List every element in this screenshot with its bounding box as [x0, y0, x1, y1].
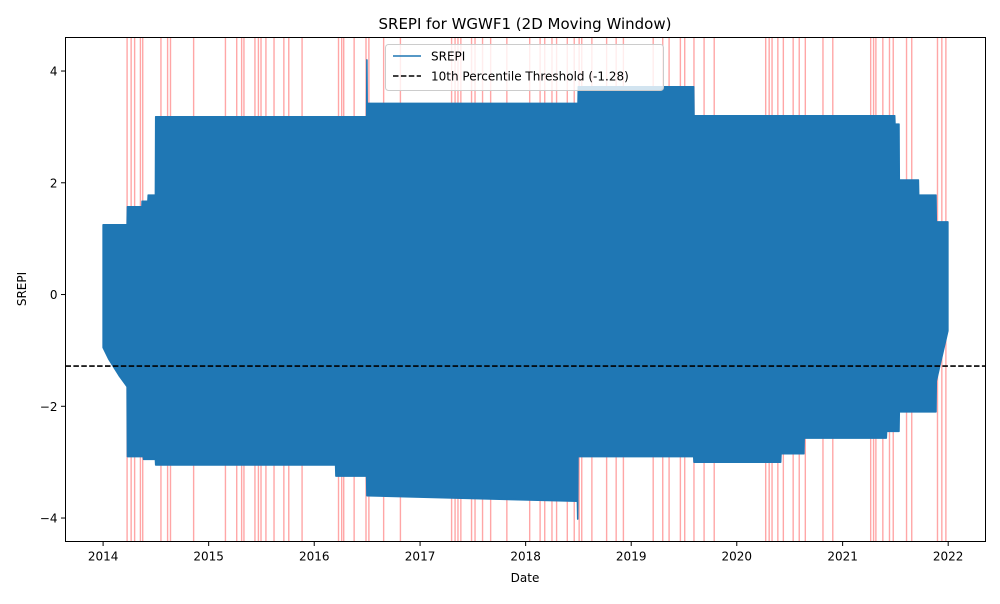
x-tick-label: 2016: [299, 550, 330, 564]
chart-title: SREPI for WGWF1 (2D Moving Window): [379, 15, 672, 33]
y-axis-label: SREPI: [15, 272, 29, 306]
x-tick-label: 2018: [510, 550, 541, 564]
y-axis-ticks: −4 −2 0 2 4: [40, 65, 66, 526]
srepi-series: [102, 59, 949, 520]
legend-box: [385, 44, 664, 91]
x-axis-ticks: 2014 2015 2016 2017 2018 2019 2020 2021 2022: [88, 541, 964, 564]
y-tick-label: −2: [40, 400, 58, 414]
y-tick-label: 4: [50, 65, 58, 79]
series-layer: [65, 59, 986, 520]
y-tick-label: −4: [40, 512, 58, 526]
legend-label-threshold: 10th Percentile Threshold (-1.28): [431, 70, 629, 84]
x-tick-label: 2020: [721, 550, 752, 564]
x-tick-label: 2021: [827, 550, 858, 564]
x-tick-label: 2019: [616, 550, 647, 564]
legend-label-srepi: SREPI: [431, 50, 465, 64]
x-tick-label: 2022: [933, 550, 964, 564]
x-tick-label: 2014: [88, 550, 119, 564]
legend: SREPI 10th Percentile Threshold (-1.28): [385, 44, 664, 91]
y-tick-label: 0: [50, 288, 58, 302]
x-axis-label: Date: [511, 571, 540, 585]
x-tick-label: 2017: [405, 550, 436, 564]
x-tick-label: 2015: [193, 550, 224, 564]
y-tick-label: 2: [50, 176, 58, 190]
